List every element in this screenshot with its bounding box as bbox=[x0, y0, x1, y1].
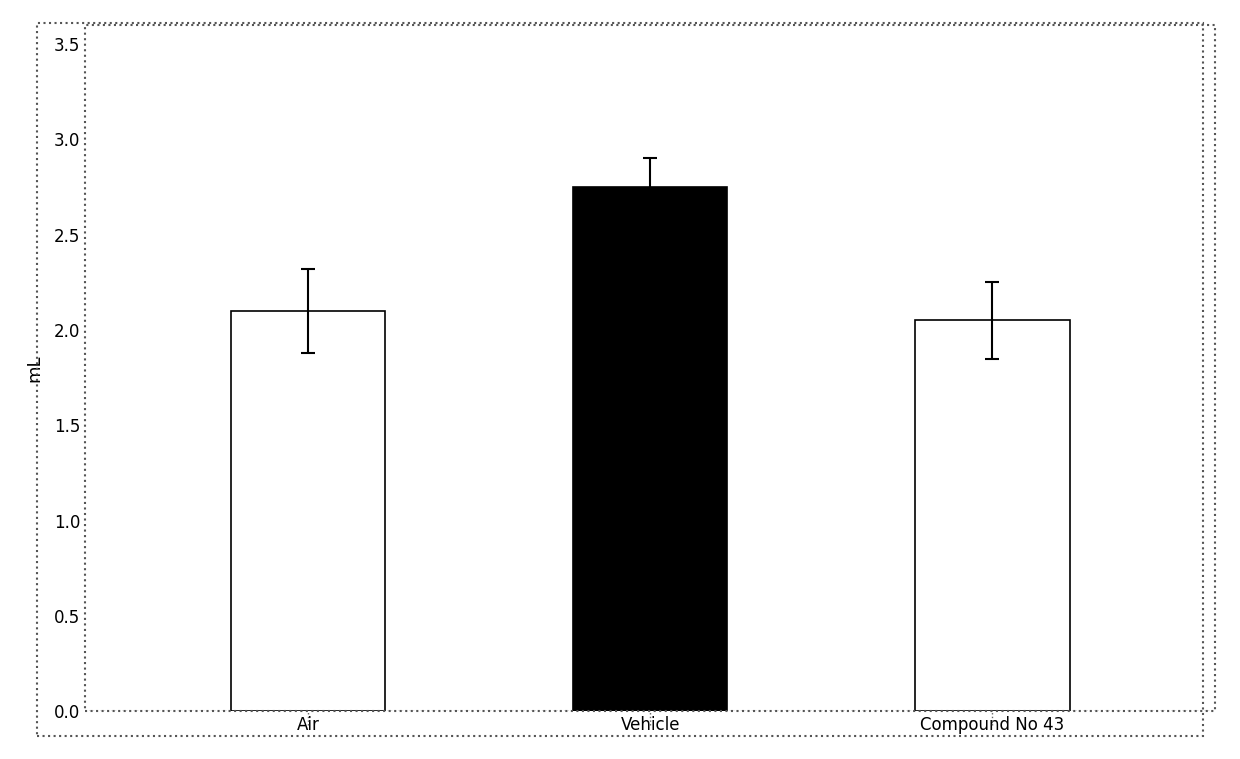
Bar bbox=[86, 25, 1215, 711]
Bar bbox=[573, 187, 727, 711]
Y-axis label: mL: mL bbox=[25, 354, 43, 382]
Bar bbox=[231, 311, 384, 711]
Bar bbox=[915, 320, 1070, 711]
